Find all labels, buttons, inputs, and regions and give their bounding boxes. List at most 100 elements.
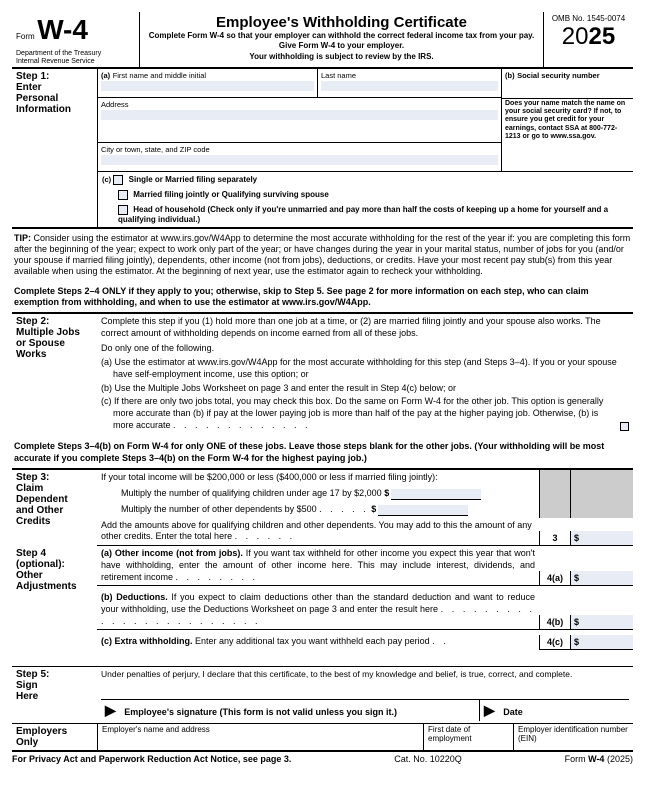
- step3-row: Step 3: Claim Dependent and Other Credit…: [12, 468, 633, 546]
- step5-left: Step 5: Sign Here: [12, 667, 97, 723]
- filing2-checkbox[interactable]: [118, 190, 128, 200]
- employers-left: Employers Only: [12, 724, 97, 750]
- step4a-amt[interactable]: $: [571, 571, 633, 585]
- step1-sub2: Personal: [16, 93, 93, 104]
- date-label-wrap: ▶ Date: [479, 700, 629, 721]
- step3-num-shade2: [539, 486, 571, 502]
- last-name-cell[interactable]: Last name: [317, 69, 501, 98]
- step3-l2-row: Multiply the number of other dependents …: [97, 502, 633, 518]
- step3-amt-shade2: [571, 486, 633, 502]
- step4a-dollar: $: [574, 573, 579, 583]
- step3-l1-input[interactable]: [391, 489, 481, 500]
- step4a-dots: . . . . . . . .: [176, 572, 259, 582]
- header-left: Form W-4 Department of the Treasury Inte…: [12, 12, 140, 67]
- employers-row: Employers Only Employer's name and addre…: [12, 723, 633, 752]
- step3-l2-input[interactable]: [378, 505, 468, 516]
- step3-line-amt[interactable]: $: [571, 531, 633, 545]
- step3-amt-dollar: $: [574, 533, 579, 543]
- year-prefix: 20: [562, 23, 589, 50]
- step3-sub3: and Other: [16, 505, 93, 516]
- marker-b: (b): [505, 71, 515, 80]
- step3-sub4: Credits: [16, 516, 93, 527]
- step3-line-num: 3: [539, 531, 571, 545]
- step4-sub2: Adjustments: [16, 581, 93, 592]
- step4-body: (a) Other income (not from jobs). If you…: [97, 546, 633, 650]
- step4a-row: (a) Other income (not from jobs). If you…: [97, 546, 633, 586]
- employers-label1: Employers: [16, 726, 93, 737]
- employer-name-cell[interactable]: Employer's name and address: [97, 724, 423, 750]
- step4b-dollar: $: [574, 617, 579, 627]
- address-label: Address: [101, 100, 129, 109]
- step4-row: Step 4 (optional): Other Adjustments (a)…: [12, 546, 633, 650]
- city-input[interactable]: [101, 155, 498, 165]
- header: Form W-4 Department of the Treasury Inte…: [12, 12, 633, 69]
- step2-a: (a) Use the estimator at www.irs.gov/W4A…: [101, 357, 629, 380]
- step2-intro: Complete this step if you (1) hold more …: [101, 316, 629, 339]
- step2-c-checkbox[interactable]: [620, 422, 629, 431]
- address-cell[interactable]: Address: [97, 98, 501, 142]
- step1-sub1: Enter: [16, 82, 93, 93]
- step3-l2-text: Multiply the number of other dependents …: [121, 504, 317, 514]
- step3-num-shade1: [539, 470, 571, 486]
- address-input[interactable]: [101, 110, 498, 120]
- step4c-text: Enter any additional tax you want withhe…: [193, 636, 430, 646]
- step4a: (a) Other income (not from jobs). If you…: [97, 546, 539, 585]
- ein-cell[interactable]: Employer identification number (EIN): [513, 724, 633, 750]
- step4c-amt[interactable]: $: [571, 635, 633, 650]
- step5: Step 5: Sign Here Under penalties of per…: [12, 666, 633, 723]
- tip-text: Consider using the estimator at www.irs.…: [14, 233, 630, 277]
- first-name-input[interactable]: [101, 81, 314, 91]
- filing1-checkbox[interactable]: [113, 175, 123, 185]
- subtitle3: Your withholding is subject to review by…: [144, 52, 539, 62]
- form-name: W-4: [37, 14, 88, 45]
- step1-row: Step 1: Enter Personal Information (a) F…: [12, 69, 633, 226]
- step3-l1-dollar: $: [384, 488, 389, 498]
- name-row: (a) First name and middle initial Last n…: [97, 69, 633, 98]
- footer-mid: Cat. No. 10220Q: [394, 754, 462, 764]
- steps24-note: Complete Steps 2–4 ONLY if they apply to…: [12, 282, 633, 313]
- step3-amt-shade1: [571, 470, 633, 486]
- filing3-checkbox[interactable]: [118, 205, 128, 215]
- step3-sub2: Dependent: [16, 494, 93, 505]
- step2-label: Step 2:: [16, 316, 93, 327]
- ssn-note: Does your name match the name on your so…: [505, 100, 625, 139]
- last-name-input[interactable]: [321, 81, 498, 91]
- first-date-cell[interactable]: First date of employment: [423, 724, 513, 750]
- form-container: Form W-4 Department of the Treasury Inte…: [12, 12, 633, 764]
- last-name-label: Last name: [321, 71, 356, 80]
- step3-l1-text: Multiply the number of qualifying childr…: [121, 488, 382, 498]
- ssn-note-continue: [501, 143, 633, 171]
- step4a-num: 4(a): [539, 571, 571, 585]
- step5-sub1: Sign: [16, 680, 93, 691]
- first-name-label: First name and middle initial: [113, 71, 206, 80]
- footer: For Privacy Act and Paperwork Reduction …: [12, 752, 633, 764]
- step3-l1: Multiply the number of qualifying childr…: [97, 486, 539, 502]
- step2-c-wrap: (c) If there are only two jobs total, yo…: [101, 396, 629, 431]
- date-arrow-icon: ▶: [484, 702, 495, 718]
- step3-amt-shade3: [571, 502, 633, 518]
- footer-form: W-4: [588, 754, 604, 764]
- step3-body: If your total income will be $200,000 or…: [97, 470, 633, 546]
- step3-intro: If your total income will be $200,000 or…: [97, 470, 539, 486]
- step2-row: Step 2: Multiple Jobs or Spouse Works Co…: [12, 312, 633, 435]
- year-suffix: 25: [589, 23, 616, 50]
- ssn-cell[interactable]: (b) Social security number: [501, 69, 633, 98]
- tip-block: TIP: Consider using the estimator at www…: [12, 227, 633, 282]
- footer-right: Form W-4 (2025): [565, 754, 633, 764]
- subtitle2: Give Form W-4 to your employer.: [144, 41, 539, 51]
- ssn-label: Social security number: [517, 71, 600, 80]
- first-name-cell[interactable]: (a) First name and middle initial: [97, 69, 317, 98]
- city-cell[interactable]: City or town, state, and ZIP code: [97, 143, 501, 171]
- step3-l3-text: Add the amounts above for qualifying chi…: [101, 520, 532, 542]
- step2-b: (b) Use the Multiple Jobs Worksheet on p…: [101, 383, 629, 395]
- step4b-label: (b) Deductions.: [101, 592, 168, 602]
- step1-label-col: Step 1: Enter Personal Information: [12, 69, 97, 226]
- step3-l3-dots: . . . . . .: [235, 531, 296, 541]
- step2-sub3: Works: [16, 349, 93, 360]
- form-title: Employee's Withholding Certificate: [144, 14, 539, 31]
- step3-l1-row: Multiply the number of qualifying childr…: [97, 486, 633, 502]
- step2-sub1: Multiple Jobs: [16, 327, 93, 338]
- step4b-amt[interactable]: $: [571, 615, 633, 629]
- step3-l2-dollar: $: [371, 504, 376, 514]
- step2-doone: Do only one of the following.: [101, 343, 629, 355]
